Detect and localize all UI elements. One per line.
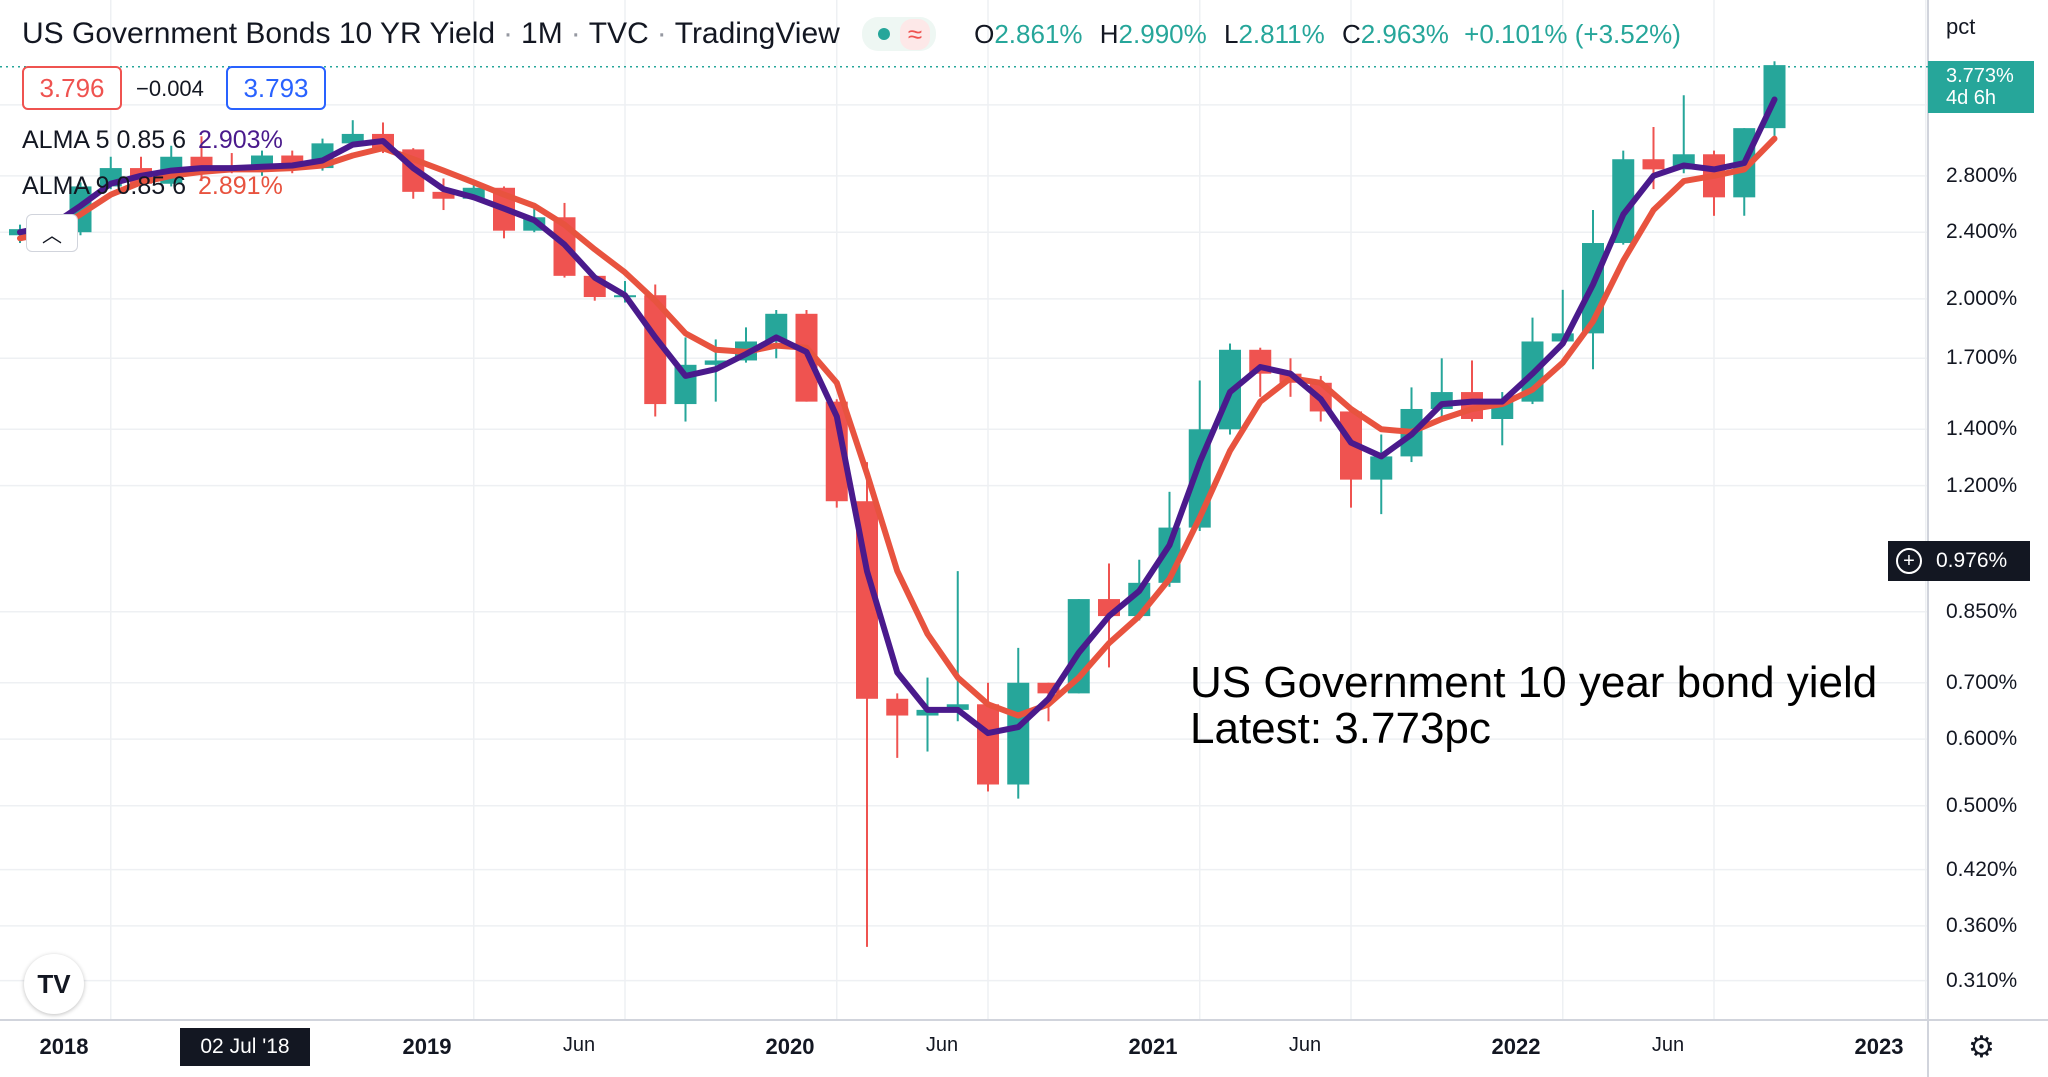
tradingview-logo-icon[interactable]: TV [24, 954, 84, 1014]
chart-annotation: US Government 10 year bond yield Latest:… [1190, 660, 1877, 752]
interval-label[interactable]: 1M [521, 17, 563, 50]
market-status-badge[interactable]: ≈ [861, 17, 937, 51]
crosshair-price-value: 0.976% [1936, 549, 2008, 573]
candle-body [1370, 456, 1393, 480]
annotation-line-1: US Government 10 year bond yield [1190, 658, 1878, 707]
indicator-label: ALMA 5 0.85 6 [22, 126, 187, 154]
x-tick-label: Jun [925, 1034, 959, 1056]
alma9-line [17, 135, 1778, 719]
plot-area [0, 0, 1928, 1020]
y-tick-label: 1.200% [1946, 473, 2018, 497]
candle [886, 693, 909, 758]
candle-body [462, 187, 485, 199]
candle-body [341, 133, 364, 144]
y-tick-label: 2.800% [1946, 163, 2018, 187]
x-tick-label: 2018 [39, 1034, 89, 1059]
y-tick-label: 0.500% [1946, 793, 2018, 817]
last-price-label: 3.773% 4d 6h [1928, 60, 2034, 113]
y-tick-label: 0.420% [1946, 857, 2018, 881]
x-tick-label: 2022 [1491, 1034, 1541, 1059]
y-axis-unit: pct [1946, 14, 1976, 39]
source-label: TVC [588, 17, 649, 50]
open-value: 2.861% [994, 18, 1083, 49]
buy-price-button[interactable]: 3.793 [226, 66, 326, 110]
candle [765, 310, 788, 359]
candle [1370, 434, 1393, 515]
candle-body [886, 698, 909, 716]
candle-body [977, 704, 999, 785]
candle-body [1007, 682, 1030, 785]
y-tick-label: 0.310% [1946, 968, 2018, 992]
annotation-line-2: Latest: 3.773pc [1190, 704, 1491, 753]
x-tick-label: 2020 [765, 1034, 815, 1059]
candle [432, 178, 455, 211]
market-open-dot-icon [877, 28, 890, 40]
change-value: +0.101% (+3.52%) [1464, 18, 1681, 49]
bar-countdown: 4d 6h [1946, 86, 1997, 109]
x-tick-label: 2019 [402, 1034, 452, 1059]
x-tick-label: 2023 [1854, 1034, 1904, 1059]
spread-value: −0.004 [136, 76, 204, 101]
y-tick-label: 0.850% [1946, 599, 2018, 623]
x-tick-label: Jun [1288, 1034, 1322, 1056]
candle-body [704, 360, 727, 365]
indicator-value: 2.891% [198, 172, 283, 200]
last-price-value: 3.773% [1946, 64, 2014, 87]
collapse-legend-chevron-up-icon[interactable]: ︿ [26, 214, 78, 252]
alma5-line [17, 96, 1778, 737]
candle-body [765, 313, 788, 342]
indicator-value: 2.903% [198, 126, 283, 154]
x-tick-label: Jun [1651, 1034, 1685, 1056]
sell-price-button[interactable]: 3.796 [22, 66, 122, 110]
y-tick-label: 1.700% [1946, 346, 2018, 370]
add-alert-plus-icon[interactable]: + [1896, 548, 1922, 575]
candle-body [825, 401, 848, 502]
y-tick-label: 0.700% [1946, 670, 2018, 694]
indicator-alma5-legend[interactable]: ALMA 5 0.85 6 2.903% [22, 126, 283, 155]
y-tick-label: 0.600% [1946, 727, 2018, 751]
crosshair-date-label: 02 Jul '18 [180, 1028, 310, 1066]
data-delay-icon: ≈ [899, 18, 931, 50]
indicator-alma9-legend[interactable]: ALMA 9 0.85 6 2.891% [22, 172, 283, 201]
high-value: 2.990% [1118, 18, 1207, 49]
x-tick-label: Jun [562, 1034, 596, 1056]
close-value: 2.963% [1360, 18, 1449, 49]
indicator-label: ALMA 9 0.85 6 [22, 172, 187, 200]
low-value: 2.811% [1238, 18, 1325, 49]
chart-header: US Government Bonds 10 YR Yield · 1M · T… [22, 17, 1681, 51]
ohlc-readout: O2.861% H2.990% L2.811% C2.963% +0.101% … [974, 18, 1681, 49]
y-tick-label: 2.400% [1946, 220, 2018, 244]
y-tick-label: 0.360% [1946, 913, 2018, 937]
y-tick-label: 1.400% [1946, 417, 2018, 441]
x-tick-label: 2021 [1128, 1034, 1178, 1059]
candle [644, 284, 667, 417]
candle-body [1037, 682, 1060, 694]
crosshair-price-label[interactable]: + 0.976% [1888, 541, 2030, 582]
symbol-title[interactable]: US Government Bonds 10 YR Yield [22, 17, 496, 50]
settings-gear-icon[interactable]: ⚙ [1968, 1031, 1995, 1064]
y-tick-label: 2.000% [1946, 286, 2018, 310]
platform-label: TradingView [674, 17, 840, 50]
candle-body [432, 191, 455, 199]
candle [341, 120, 364, 146]
candle-body [644, 295, 667, 405]
candle-body [190, 156, 213, 169]
candle-body [1642, 159, 1665, 170]
